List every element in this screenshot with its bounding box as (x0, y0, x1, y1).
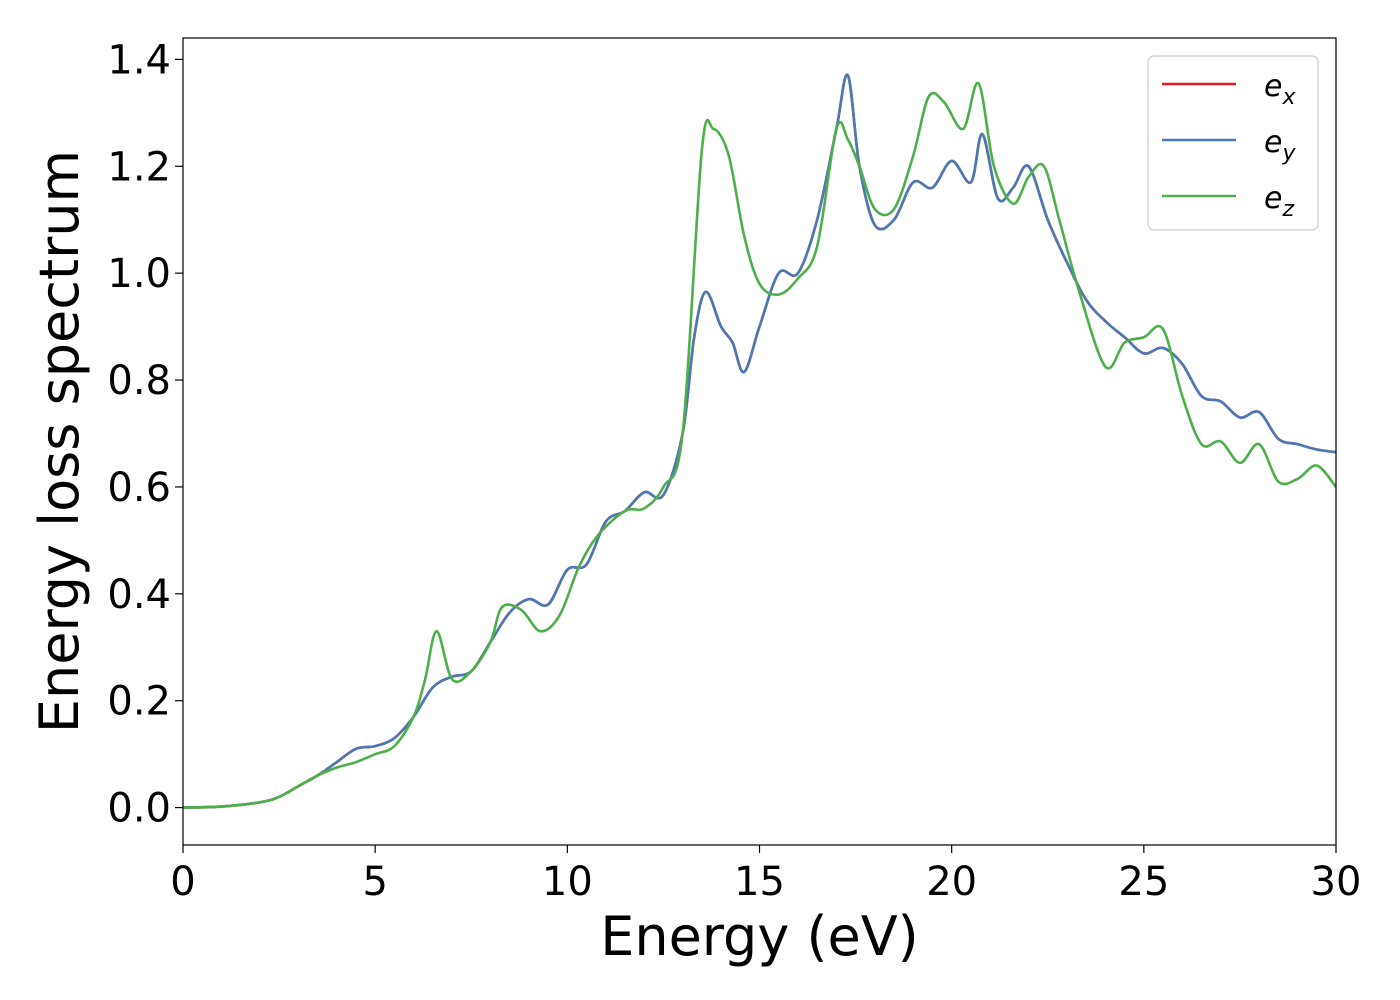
x-tick-label: 15 (734, 859, 785, 905)
y-tick-label: 0.6 (107, 465, 171, 511)
legend-label-base: e (1264, 181, 1282, 216)
legend-box (1147, 55, 1319, 231)
x-axis-label: Energy (eV) (600, 905, 919, 968)
y-tick-label: 0.2 (107, 679, 171, 725)
x-tick-label: 0 (170, 859, 195, 905)
series-lines (183, 73, 1336, 809)
x-tick-label: 10 (542, 859, 593, 905)
y-axis-label: Energy loss spectrum (28, 150, 91, 733)
y-tick-label: 1.2 (107, 144, 171, 190)
y-tick-label: 1.4 (107, 37, 171, 83)
x-axis-ticks: 0 5 10 15 20 25 30 (170, 845, 1361, 905)
y-tick-label: 0.8 (107, 358, 171, 404)
x-tick-label: 25 (1118, 859, 1169, 905)
legend-label-base: e (1264, 69, 1282, 104)
y-tick-label: 0.4 (107, 572, 171, 618)
legend-label-z: ez (1264, 181, 1294, 222)
x-tick-label: 5 (362, 859, 387, 905)
series-line-z (183, 82, 1336, 809)
y-tick-label: 0.0 (107, 786, 171, 832)
y-tick-label: 1.0 (107, 251, 171, 297)
legend-label-x: ex (1264, 69, 1296, 110)
series-line-y (183, 73, 1336, 809)
x-tick-label: 20 (926, 859, 977, 905)
y-axis-ticks: 0.0 0.2 0.4 0.6 0.8 1.0 1.2 1.4 (107, 37, 183, 832)
legend-label-subscript: x (1281, 85, 1296, 110)
x-tick-label: 30 (1311, 859, 1362, 905)
legend-label-subscript: y (1281, 141, 1296, 166)
legend-label-base: e (1264, 125, 1282, 160)
legend-label-y: ey (1264, 125, 1296, 166)
legend-label-subscript: z (1281, 197, 1294, 222)
